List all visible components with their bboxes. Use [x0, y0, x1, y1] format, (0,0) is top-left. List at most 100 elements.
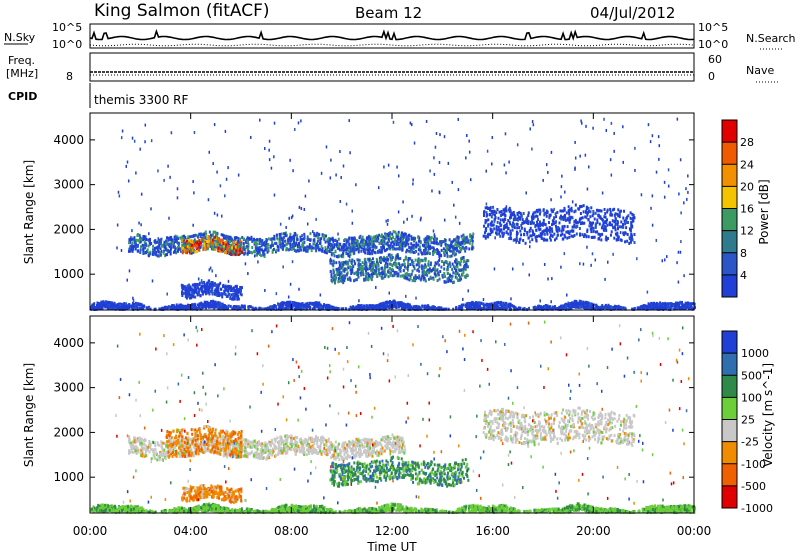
scatter-cell — [380, 266, 383, 270]
scatter-cell — [353, 236, 356, 240]
scatter-cell — [190, 247, 193, 251]
scatter-cell — [118, 307, 121, 311]
scatter-cell — [312, 246, 315, 250]
scatter-cell — [548, 216, 551, 220]
scatter-cell — [194, 233, 197, 237]
scatter-cell — [294, 231, 297, 235]
scatter-cell — [376, 250, 379, 254]
scatter-cell — [596, 305, 599, 309]
scatter-cell — [142, 247, 145, 251]
scatter-cell — [500, 300, 503, 304]
scatter-cell — [289, 247, 292, 251]
scatter-cell — [129, 249, 132, 253]
scatter-cell — [176, 245, 179, 249]
scatter-cell — [489, 303, 492, 307]
scatter-cell — [354, 271, 357, 275]
scatter-cell — [460, 304, 463, 308]
scatter-cell — [504, 305, 507, 309]
scatter-cell — [558, 221, 561, 225]
scatter-cell — [507, 232, 510, 236]
scatter-cell — [333, 245, 336, 249]
scatter-cell — [616, 306, 619, 310]
scatter-cell — [563, 304, 566, 308]
scatter-cell — [423, 252, 426, 256]
scatter-cell — [676, 306, 679, 310]
scatter-cell — [563, 208, 566, 212]
scatter-cell — [255, 238, 258, 242]
scatter-cell — [386, 241, 389, 245]
scatter-cell — [397, 272, 400, 276]
scatter-cell — [224, 251, 227, 255]
scatter-cell — [142, 248, 145, 252]
scatter-cell — [658, 302, 661, 306]
scatter-cell — [685, 305, 688, 309]
scatter-cell — [174, 236, 177, 240]
scatter-cell — [592, 221, 595, 225]
scatter-cell — [589, 304, 592, 308]
scatter-cell — [490, 223, 493, 227]
scatter-cell — [467, 240, 470, 244]
scatter-cell — [535, 208, 538, 212]
scatter-cell — [435, 307, 438, 311]
scatter-cell — [586, 213, 589, 217]
scatter-cell — [298, 243, 301, 247]
scatter-cell — [239, 292, 242, 296]
scatter-cell — [407, 264, 410, 268]
scatter-cell — [583, 221, 586, 225]
scatter-cell — [538, 208, 541, 212]
scatter-cell — [411, 306, 414, 310]
scatter-cell — [633, 216, 636, 220]
scatter-cell — [221, 238, 224, 242]
scatter-cell — [478, 304, 481, 308]
scatter-cell — [271, 240, 274, 244]
scatter-cell — [358, 248, 361, 252]
scatter-cell — [278, 237, 281, 241]
scatter-cell — [422, 278, 425, 282]
scatter-cell — [375, 234, 378, 238]
scatter-cell — [371, 251, 374, 255]
scatter-cell — [643, 307, 646, 311]
scatter-cell — [442, 247, 445, 251]
scatter-cell — [359, 267, 362, 271]
scatter-cell — [207, 290, 210, 294]
scatter-cell — [261, 241, 264, 245]
scatter-cell — [290, 247, 293, 251]
scatter-cell — [232, 286, 235, 290]
scatter-cell — [372, 239, 375, 243]
scatter-cell — [350, 260, 353, 264]
scatter-cell — [529, 220, 532, 224]
scatter-cell — [544, 222, 547, 226]
scatter-cell — [355, 248, 358, 252]
scatter-cell — [452, 264, 455, 268]
scatter-cell — [413, 276, 416, 280]
scatter-cell — [207, 304, 210, 308]
scatter-cell — [594, 211, 597, 215]
scatter-cell — [334, 278, 337, 282]
scatter-cell — [577, 305, 580, 309]
scatter-cell — [137, 249, 140, 253]
scatter-cell — [452, 280, 455, 284]
scatter-cell — [168, 249, 171, 253]
scatter-cell — [578, 220, 581, 224]
scatter-cell — [159, 251, 162, 255]
scatter-cell — [600, 226, 603, 230]
scatter-cell — [607, 303, 610, 307]
scatter-cell — [423, 243, 426, 247]
scatter-cell — [159, 242, 162, 246]
scatter-cell — [445, 261, 448, 265]
scatter-cell — [369, 276, 372, 280]
scatter-cell — [265, 238, 268, 242]
scatter-cell — [521, 218, 524, 222]
scatter-cell — [426, 305, 429, 309]
scatter-cell — [579, 212, 582, 216]
scatter-cell — [444, 307, 447, 311]
scatter-cell — [264, 245, 267, 249]
scatter-cell — [257, 238, 260, 242]
scatter-cell — [211, 301, 214, 305]
scatter-cell — [215, 240, 218, 244]
scatter-cell — [275, 242, 278, 246]
scatter-cell — [419, 278, 422, 282]
scatter-cell — [491, 230, 494, 234]
scatter-cell — [560, 229, 563, 233]
scatter-cell — [201, 292, 204, 296]
